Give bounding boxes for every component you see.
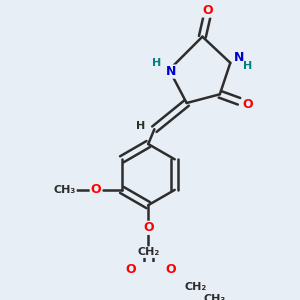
Text: N: N <box>166 65 176 78</box>
Text: CH₃: CH₃ <box>54 185 76 195</box>
Text: CH₂: CH₂ <box>184 282 206 292</box>
Text: CH₃: CH₃ <box>203 294 226 300</box>
Text: H: H <box>152 58 162 68</box>
Text: O: O <box>143 221 154 234</box>
Text: O: O <box>166 263 176 276</box>
Text: H: H <box>136 121 145 131</box>
Text: N: N <box>234 51 244 64</box>
Text: O: O <box>242 98 253 111</box>
Text: O: O <box>90 183 101 196</box>
Text: H: H <box>243 61 252 71</box>
Text: O: O <box>125 263 136 276</box>
Text: O: O <box>202 4 213 17</box>
Text: CH₂: CH₂ <box>137 247 159 257</box>
